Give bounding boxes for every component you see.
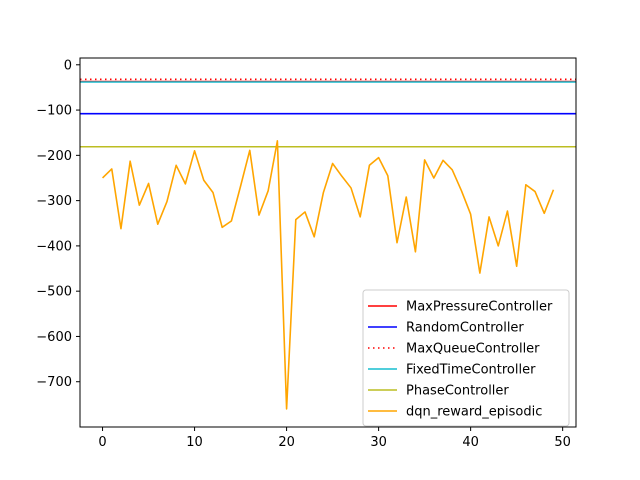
y-tick-label: 0 [64,58,72,73]
y-tick-label: −400 [36,239,72,254]
legend-label: PhaseController [406,384,509,399]
y-tick-label: −700 [36,375,72,390]
x-axis: 0 10 20 30 40 50 [98,427,571,450]
series-lines [101,140,555,410]
series-line-0 [101,140,555,410]
legend-label: FixedTimeController [406,363,536,378]
y-tick-label: −500 [36,285,72,300]
reference-lines [80,78,576,148]
x-tick-label: 40 [462,435,479,450]
y-tick-label: −300 [36,194,72,209]
y-tick-label: −200 [36,149,72,164]
y-tick-label: −600 [36,330,72,345]
x-tick-label: 50 [554,435,571,450]
legend-label: dqn_reward_episodic [406,405,542,420]
y-tick-label: −100 [36,104,72,119]
x-tick-label: 20 [278,435,295,450]
x-tick-label: 0 [98,435,106,450]
axes-frame [79,57,577,428]
x-tick-label: 10 [186,435,203,450]
legend-box [362,289,570,427]
x-tick-label: 30 [370,435,387,450]
legend-label: RandomController [406,321,524,336]
y-axis: 0 −100 −200 −300 −400 −500 −600 −700 [36,58,80,390]
legend-label: MaxQueueController [406,342,540,357]
legend-label: MaxPressureController [406,300,553,315]
legend: MaxPressureController RandomController Max… [362,289,570,427]
